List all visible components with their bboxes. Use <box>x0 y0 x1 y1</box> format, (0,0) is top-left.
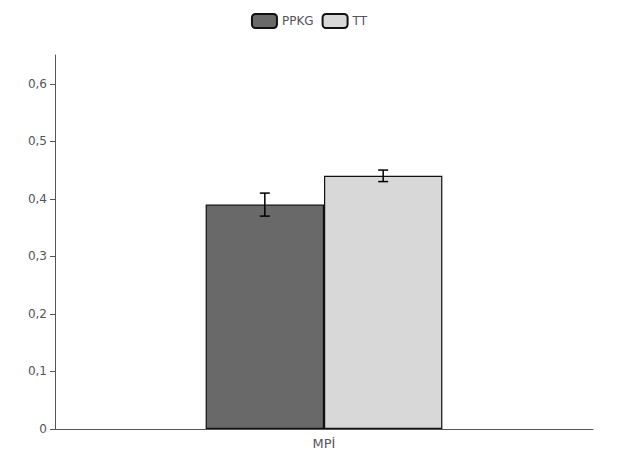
svg-text:0,6: 0,6 <box>28 77 47 91</box>
svg-text:0,5: 0,5 <box>28 134 47 148</box>
svg-text:0: 0 <box>39 422 47 436</box>
svg-text:MPİ: MPİ <box>313 436 336 451</box>
svg-text:0,3: 0,3 <box>28 249 47 263</box>
svg-text:0,1: 0,1 <box>28 364 47 378</box>
svg-text:TT: TT <box>352 14 368 28</box>
svg-text:PPKG: PPKG <box>282 14 314 28</box>
svg-text:0,2: 0,2 <box>28 307 47 321</box>
svg-text:0,4: 0,4 <box>28 192 47 206</box>
